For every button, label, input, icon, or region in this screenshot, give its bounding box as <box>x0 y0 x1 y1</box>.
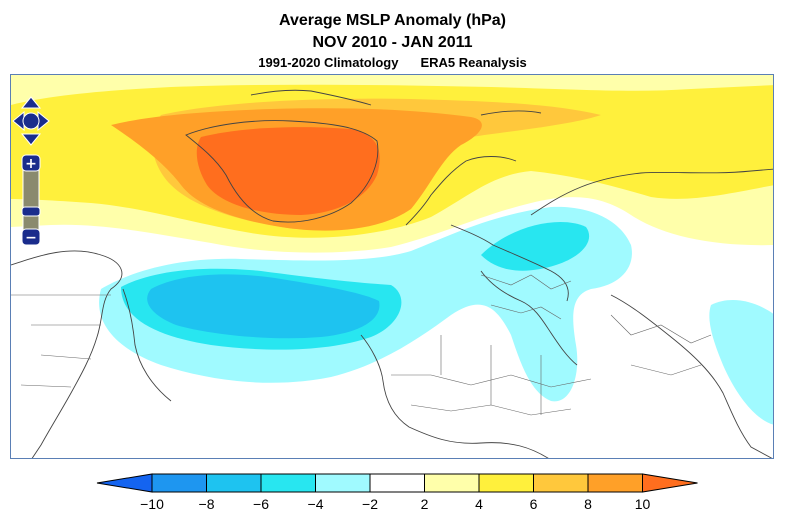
colorbar-swatch <box>424 473 480 493</box>
colorbar-tick-label: 10 <box>635 496 651 512</box>
colorbar-swatch <box>315 473 371 493</box>
colorbar-tick-label: −2 <box>362 496 378 512</box>
colorbar-swatch <box>369 473 425 493</box>
anomaly-map[interactable]: + − <box>10 74 774 459</box>
pan-up-button[interactable] <box>20 96 42 109</box>
colorbar-tick-label: −6 <box>253 496 269 512</box>
colorbar-arrow-low <box>96 473 153 493</box>
map-controls: + − <box>12 96 50 246</box>
colorbar-tick-label: 2 <box>421 496 429 512</box>
colorbar-tick-label: −4 <box>308 496 324 512</box>
colorbar-tick-label: 6 <box>530 496 538 512</box>
colorbar-swatch <box>587 473 643 493</box>
country-borders <box>11 274 712 416</box>
anomaly-negative-6 <box>147 274 380 339</box>
zoom-out-icon: − <box>25 230 37 246</box>
zoom-out-button[interactable] <box>21 228 41 246</box>
colorbar-tick-label: −8 <box>199 496 215 512</box>
anomaly-positive-10 <box>196 127 380 215</box>
zoom-slider-track[interactable] <box>22 160 40 238</box>
pan-left-button[interactable] <box>12 110 25 132</box>
pan-down-button[interactable] <box>20 133 42 146</box>
colorbar-swatch <box>533 473 589 493</box>
zoom-slider-handle[interactable] <box>21 206 41 217</box>
pan-center-icon <box>22 112 40 130</box>
anomaly-negative-4-europe <box>481 222 590 271</box>
colorbar-tick-label: −10 <box>140 496 164 512</box>
colorbar-tick-label: 4 <box>475 496 483 512</box>
zoom-in-button[interactable] <box>21 154 41 172</box>
map-period: NOV 2010 - JAN 2011 <box>312 34 473 51</box>
anomaly-negative-2-india <box>709 300 773 425</box>
pan-right-button[interactable] <box>37 110 50 132</box>
colorbar-swatch <box>151 473 207 493</box>
map-subtitle: 1991-2020 Climatology ERA5 Reanalysis <box>0 55 785 70</box>
colorbar-swatch <box>206 473 262 493</box>
map-title: Average MSLP Anomaly (hPa) <box>278 12 507 29</box>
colorbar-swatch <box>260 473 316 493</box>
colorbar-arrow-high <box>642 473 698 493</box>
source-label: ERA5 Reanalysis <box>420 55 527 70</box>
coastlines <box>11 89 773 458</box>
colorbar-legend: −10 −8 −6 −4 −2 2 4 6 8 10 <box>96 473 698 512</box>
colorbar-tick-label: 8 <box>584 496 592 512</box>
climatology-label: 1991-2020 Climatology <box>258 55 399 70</box>
colorbar-swatch <box>478 473 534 493</box>
map-canvas <box>11 75 773 458</box>
zoom-in-icon: + <box>25 156 37 172</box>
